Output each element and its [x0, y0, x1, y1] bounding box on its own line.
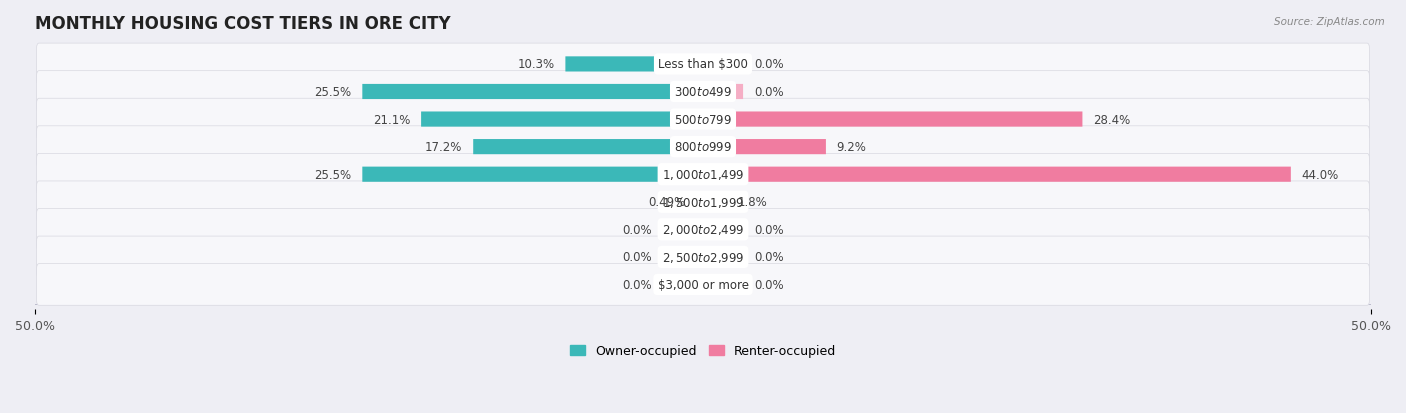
Text: 17.2%: 17.2% [425, 141, 463, 154]
Text: 0.49%: 0.49% [648, 196, 686, 209]
FancyBboxPatch shape [37, 181, 1369, 223]
FancyBboxPatch shape [703, 112, 1083, 127]
Text: 0.0%: 0.0% [754, 58, 783, 71]
Text: MONTHLY HOUSING COST TIERS IN ORE CITY: MONTHLY HOUSING COST TIERS IN ORE CITY [35, 15, 451, 33]
FancyBboxPatch shape [703, 195, 727, 210]
FancyBboxPatch shape [37, 154, 1369, 195]
FancyBboxPatch shape [703, 57, 744, 72]
Text: Less than $300: Less than $300 [658, 58, 748, 71]
Text: 21.1%: 21.1% [373, 113, 411, 126]
FancyBboxPatch shape [565, 57, 703, 72]
Text: $500 to $799: $500 to $799 [673, 113, 733, 126]
FancyBboxPatch shape [662, 250, 703, 265]
FancyBboxPatch shape [662, 277, 703, 292]
FancyBboxPatch shape [422, 112, 703, 127]
Text: 25.5%: 25.5% [315, 168, 352, 181]
Text: Source: ZipAtlas.com: Source: ZipAtlas.com [1274, 17, 1385, 26]
Text: 0.0%: 0.0% [754, 278, 783, 291]
FancyBboxPatch shape [37, 126, 1369, 168]
FancyBboxPatch shape [703, 277, 744, 292]
FancyBboxPatch shape [37, 71, 1369, 113]
FancyBboxPatch shape [363, 167, 703, 182]
FancyBboxPatch shape [37, 209, 1369, 251]
FancyBboxPatch shape [703, 140, 825, 155]
FancyBboxPatch shape [703, 85, 744, 100]
FancyBboxPatch shape [37, 237, 1369, 278]
Text: 0.0%: 0.0% [754, 251, 783, 264]
FancyBboxPatch shape [703, 222, 744, 237]
Text: $1,500 to $1,999: $1,500 to $1,999 [662, 195, 744, 209]
Text: $800 to $999: $800 to $999 [673, 141, 733, 154]
Text: $2,000 to $2,499: $2,000 to $2,499 [662, 223, 744, 237]
Legend: Owner-occupied, Renter-occupied: Owner-occupied, Renter-occupied [565, 339, 841, 363]
Text: 10.3%: 10.3% [517, 58, 555, 71]
FancyBboxPatch shape [37, 264, 1369, 306]
Text: $1,000 to $1,499: $1,000 to $1,499 [662, 168, 744, 182]
FancyBboxPatch shape [696, 195, 703, 210]
Text: 1.8%: 1.8% [738, 196, 768, 209]
Text: 9.2%: 9.2% [837, 141, 866, 154]
Text: 28.4%: 28.4% [1092, 113, 1130, 126]
Text: $300 to $499: $300 to $499 [673, 86, 733, 99]
Text: 0.0%: 0.0% [754, 86, 783, 99]
FancyBboxPatch shape [703, 250, 744, 265]
Text: 0.0%: 0.0% [623, 251, 652, 264]
FancyBboxPatch shape [703, 167, 1291, 182]
Text: 25.5%: 25.5% [315, 86, 352, 99]
Text: 0.0%: 0.0% [623, 223, 652, 236]
FancyBboxPatch shape [37, 44, 1369, 85]
Text: $3,000 or more: $3,000 or more [658, 278, 748, 291]
Text: 44.0%: 44.0% [1302, 168, 1339, 181]
FancyBboxPatch shape [37, 99, 1369, 140]
Text: 0.0%: 0.0% [623, 278, 652, 291]
FancyBboxPatch shape [474, 140, 703, 155]
FancyBboxPatch shape [662, 222, 703, 237]
Text: $2,500 to $2,999: $2,500 to $2,999 [662, 250, 744, 264]
FancyBboxPatch shape [363, 85, 703, 100]
Text: 0.0%: 0.0% [754, 223, 783, 236]
